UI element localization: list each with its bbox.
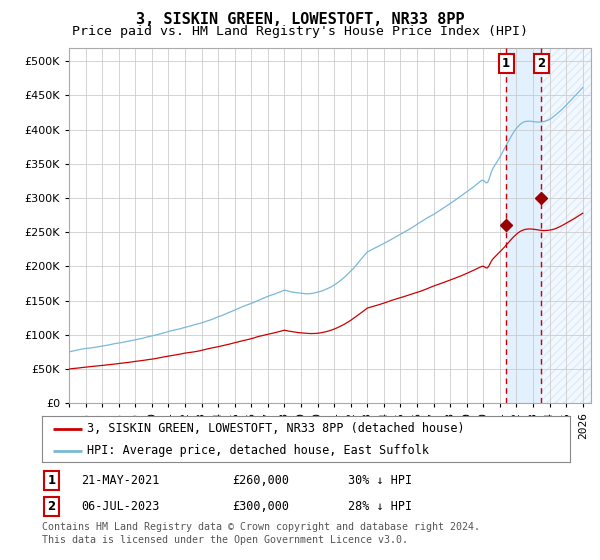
Text: 2: 2 — [47, 500, 56, 513]
Text: 28% ↓ HPI: 28% ↓ HPI — [348, 500, 412, 513]
Text: 2: 2 — [537, 57, 545, 70]
Text: 3, SISKIN GREEN, LOWESTOFT, NR33 8PP (detached house): 3, SISKIN GREEN, LOWESTOFT, NR33 8PP (de… — [87, 422, 464, 436]
Text: 3, SISKIN GREEN, LOWESTOFT, NR33 8PP: 3, SISKIN GREEN, LOWESTOFT, NR33 8PP — [136, 12, 464, 27]
Text: Contains HM Land Registry data © Crown copyright and database right 2024.: Contains HM Land Registry data © Crown c… — [42, 522, 480, 532]
Text: £260,000: £260,000 — [232, 474, 289, 487]
Bar — [541, 48, 591, 403]
Text: Price paid vs. HM Land Registry's House Price Index (HPI): Price paid vs. HM Land Registry's House … — [72, 25, 528, 38]
Text: 1: 1 — [47, 474, 56, 487]
Bar — [506, 48, 541, 403]
Text: This data is licensed under the Open Government Licence v3.0.: This data is licensed under the Open Gov… — [42, 535, 408, 545]
Text: £300,000: £300,000 — [232, 500, 289, 513]
Text: 1: 1 — [502, 57, 510, 70]
Text: 30% ↓ HPI: 30% ↓ HPI — [348, 474, 412, 487]
Text: 06-JUL-2023: 06-JUL-2023 — [82, 500, 160, 513]
Text: 21-MAY-2021: 21-MAY-2021 — [82, 474, 160, 487]
Text: HPI: Average price, detached house, East Suffolk: HPI: Average price, detached house, East… — [87, 444, 429, 457]
